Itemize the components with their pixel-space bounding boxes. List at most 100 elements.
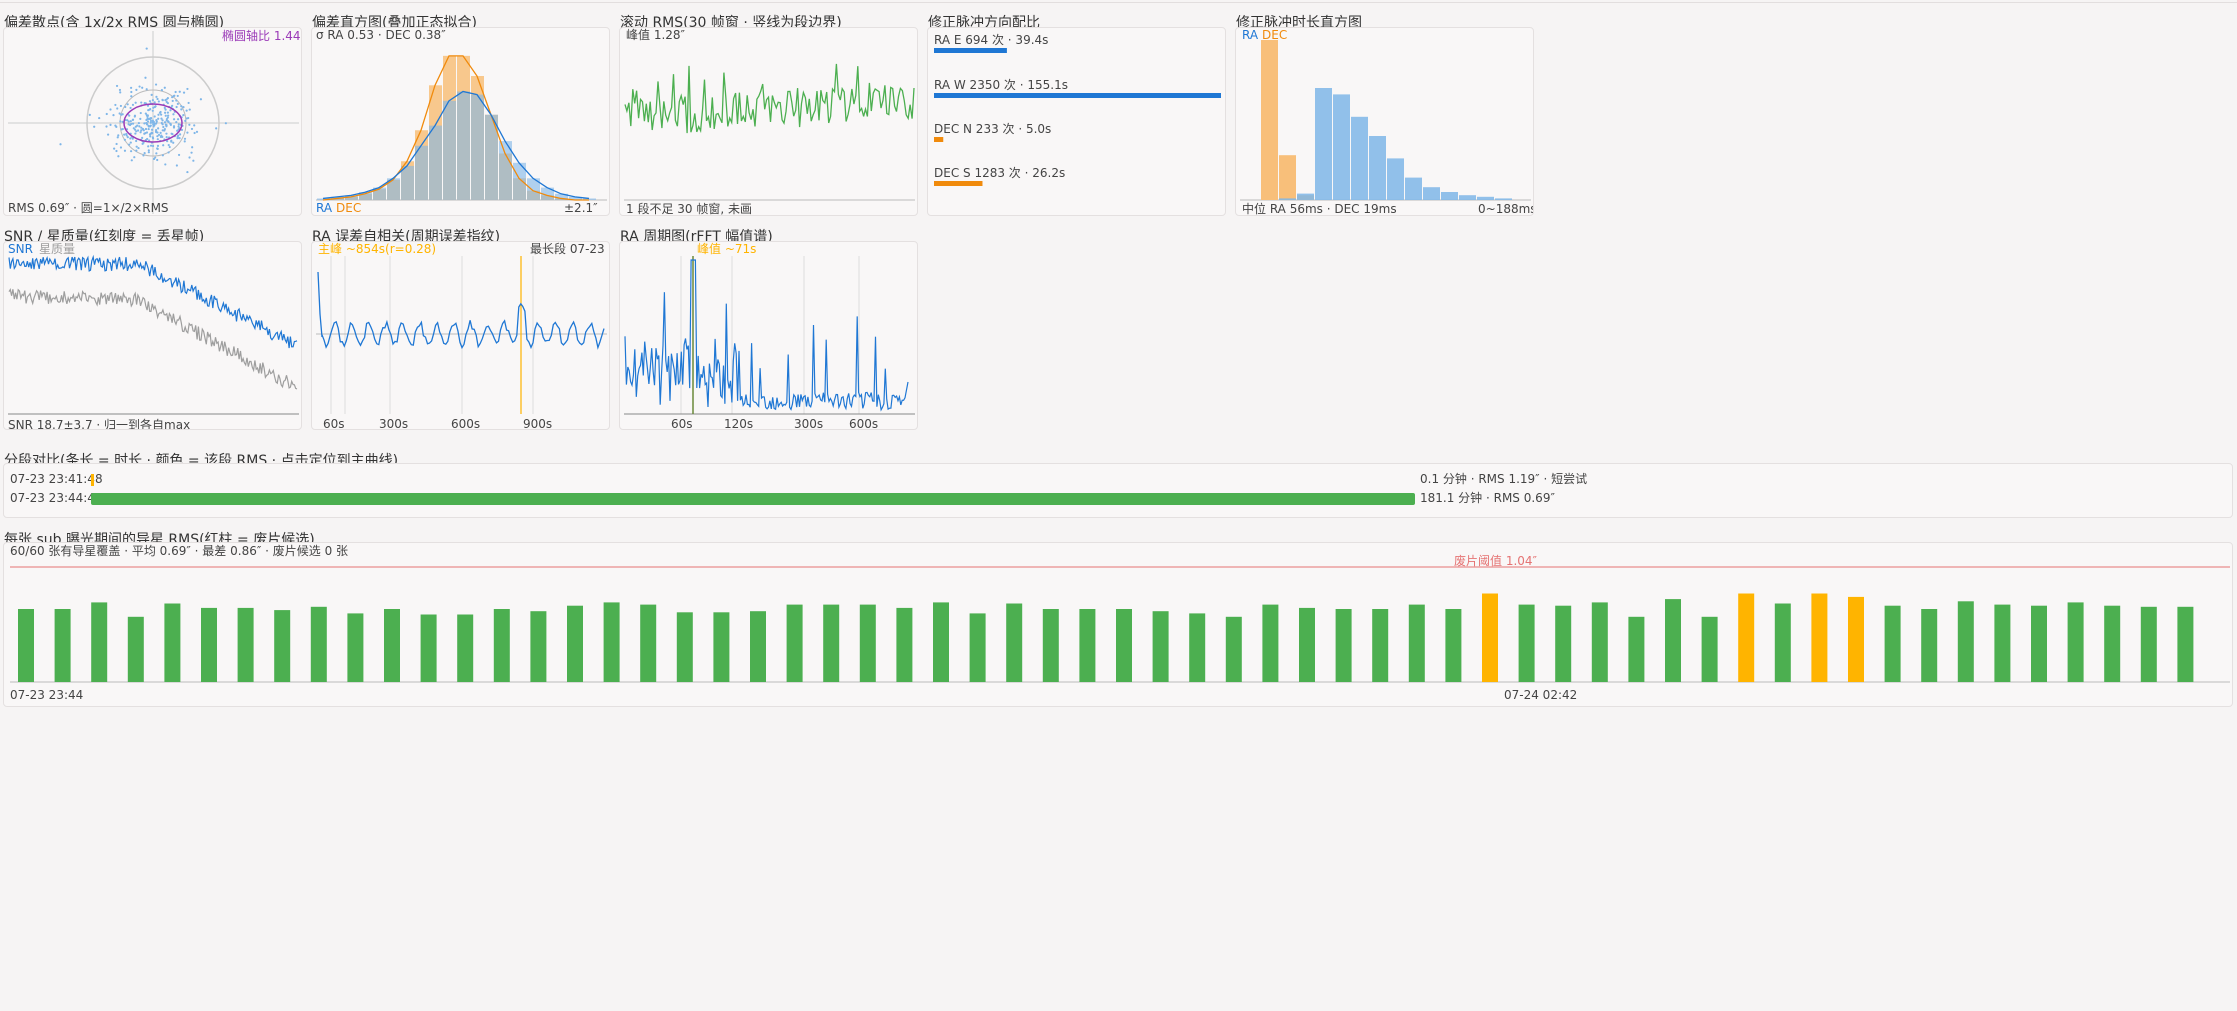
scatter-point <box>163 106 166 109</box>
sub-rms-bar <box>2031 605 2047 682</box>
scatter-point <box>164 114 167 117</box>
ra-duration-bar <box>1441 192 1458 200</box>
scatter-point <box>156 97 159 101</box>
ra-duration-bar <box>1423 187 1440 200</box>
ra-duration-bar <box>1369 136 1386 200</box>
scatter-point <box>146 104 150 107</box>
histogram-chart: σ RA 0.53 · DEC 0.38″ RA DEC ±2.1″ <box>316 28 607 215</box>
segment-bar[interactable] <box>91 493 1415 505</box>
scatter-point <box>171 96 174 99</box>
periodogram-chart: 峰值 ~71s 60s 120s 300s 600s <box>624 242 915 430</box>
scatter-point <box>179 133 182 136</box>
legend-ra: RA <box>316 201 333 215</box>
rolling-rms-panel[interactable]: 峰值 1.28″ 1 段不足 30 帧窗, 未画 <box>619 27 918 216</box>
scatter-point <box>182 91 186 94</box>
scatter-point <box>117 155 120 158</box>
periodogram-panel[interactable]: 峰值 ~71s 60s 120s 300s 600s <box>619 241 918 430</box>
scatter-point <box>180 108 183 111</box>
scatter-point <box>129 106 132 110</box>
periodogram-tick-300: 300s <box>794 417 823 430</box>
scatter-point <box>166 116 169 119</box>
ra-bar <box>471 94 484 200</box>
histogram-panel[interactable]: σ RA 0.53 · DEC 0.38″ RA DEC ±2.1″ <box>311 27 610 216</box>
scatter-point <box>109 123 112 127</box>
scatter-point <box>126 135 129 139</box>
autocorr-panel[interactable]: 主峰 ~854s(r=0.28) 最长段 07-23 23:44 60s 300… <box>311 241 610 430</box>
scatter-point <box>172 125 176 128</box>
sub-rms-bar <box>347 613 364 682</box>
scatter-point <box>105 112 108 116</box>
rolling-rms-line <box>624 63 915 134</box>
scatter-point <box>113 147 116 150</box>
sub-rms-bar <box>859 604 876 682</box>
sub-rms-bar <box>1408 604 1425 682</box>
scatter-point <box>59 143 62 146</box>
sub-rms-bar <box>1957 601 1974 682</box>
ra-bar <box>541 187 554 200</box>
periodogram-tick-600: 600s <box>849 417 878 430</box>
scatter-point <box>176 94 179 98</box>
scatter-point <box>161 129 164 132</box>
scatter-point <box>151 109 154 112</box>
scatter-point <box>93 125 96 128</box>
scatter-point <box>141 86 144 89</box>
scatter-point <box>165 119 168 122</box>
duration-legend-dec: DEC <box>1262 28 1287 42</box>
scatter-panel[interactable]: 椭圆轴比 1.44 RMS 0.69″ · 圆=1×/2×RMS <box>3 27 302 216</box>
scatter-point <box>187 116 190 120</box>
sub-rms-bar <box>530 611 547 682</box>
scatter-point <box>156 138 159 141</box>
sub-rms-bar <box>1225 616 1242 682</box>
scatter-point <box>167 151 170 154</box>
scatter-point <box>169 109 172 112</box>
ra-bar <box>415 145 428 200</box>
scatter-point <box>129 86 133 89</box>
segment-row[interactable]: 07-23 23:44:44 181.1 分钟 · RMS 0.69″ <box>10 490 1555 505</box>
scatter-point <box>175 99 178 102</box>
scatter-point <box>88 113 91 116</box>
segment-row[interactable]: 07-23 23:41:48 0.1 分钟 · RMS 1.19″ · 短尝试 <box>10 471 1587 486</box>
pulse-direction-panel[interactable]: RA E 694 次 · 39.4s RA W 2350 次 · 155.1s … <box>927 27 1226 216</box>
scatter-point <box>105 125 108 128</box>
scatter-chart: 椭圆轴比 1.44 RMS 0.69″ · 圆=1×/2×RMS <box>8 28 301 215</box>
scatter-point <box>116 107 119 110</box>
scatter-point <box>161 99 164 102</box>
sub-rms-bar <box>1738 593 1755 682</box>
autocorr-tick-600: 600s <box>451 417 480 430</box>
subs-start-time: 07-23 23:44 <box>10 688 83 702</box>
sub-rms-bar <box>1665 599 1681 682</box>
sub-rms-bar <box>1262 604 1279 682</box>
sub-rms-bar <box>1701 616 1718 682</box>
scatter-point <box>153 115 156 118</box>
axis-ratio-label: 椭圆轴比 1.44 <box>222 28 301 43</box>
scatter-point <box>140 126 143 129</box>
scatter-point <box>115 142 118 146</box>
scatter-point <box>126 103 129 106</box>
sub-rms-bar <box>1774 603 1791 682</box>
segment-bar[interactable] <box>91 474 94 486</box>
snr-panel[interactable]: SNR 18.7±3.7 · 归一到各自max SNR 星质量 <box>3 241 302 430</box>
subs-panel: 60/60 张有导星覆盖 · 平均 0.69″ · 最差 0.86″ · 废片候… <box>3 542 2233 707</box>
pulse-duration-panel[interactable]: RA DEC 中位 RA 56ms · DEC 19ms 0~188ms <box>1235 27 1534 216</box>
sub-rms-bar <box>567 605 583 682</box>
scatter-point <box>135 139 138 143</box>
pulse-duration-chart: RA DEC 中位 RA 56ms · DEC 19ms 0~188ms <box>1240 28 1533 215</box>
scatter-point <box>177 153 181 157</box>
ra-duration-bar <box>1279 198 1296 200</box>
dec-normal-fit <box>322 55 589 201</box>
segment-info: 181.1 分钟 · RMS 0.69″ <box>1420 490 1555 505</box>
scatter-point <box>128 143 131 146</box>
sub-rms-bar <box>1884 605 1901 682</box>
pulse-label-ra-w: RA W 2350 次 · 155.1s <box>934 78 1068 92</box>
scatter-point <box>187 101 190 105</box>
scatter-point <box>119 146 123 149</box>
scatter-point <box>128 114 131 117</box>
ra-bar <box>429 125 442 200</box>
scatter-point <box>153 101 156 104</box>
scatter-point <box>157 127 160 130</box>
scatter-point <box>151 132 154 135</box>
snr-line <box>8 254 298 349</box>
autocorr-tick-900: 900s <box>523 417 552 430</box>
scatter-point <box>147 139 151 142</box>
scatter-point <box>167 114 170 117</box>
